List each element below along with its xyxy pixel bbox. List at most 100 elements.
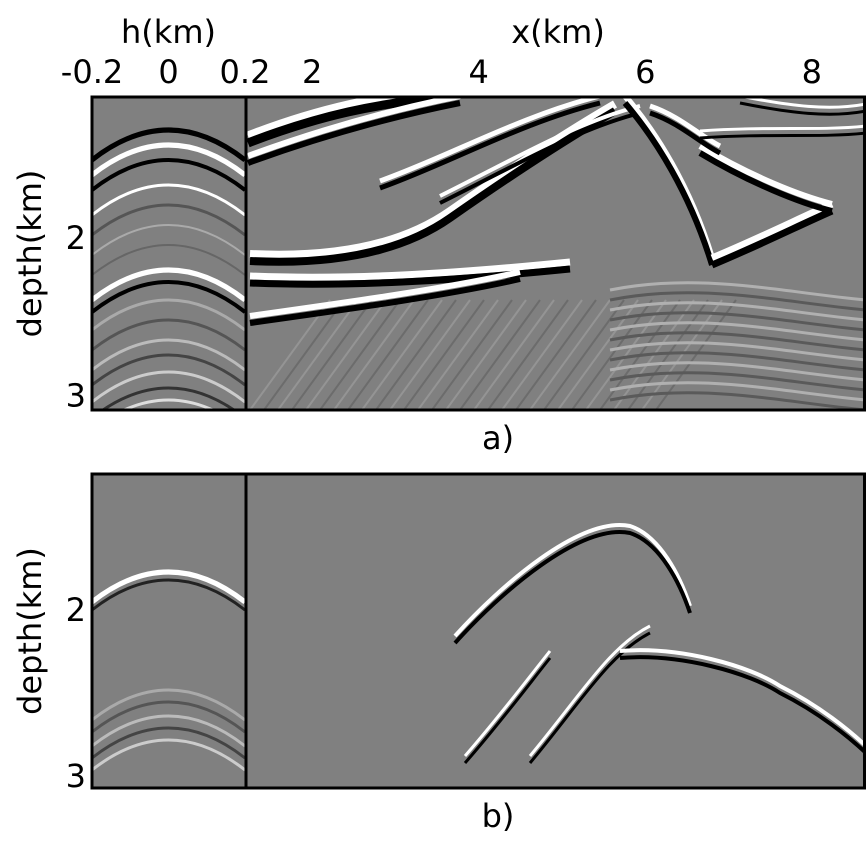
h-tick-label: 0: [158, 53, 178, 91]
reflector: [463, 657, 552, 764]
panel-image: [92, 474, 864, 788]
y-axis-label: depth(km): [11, 547, 49, 715]
dipping-noise: [389, 299, 471, 410]
dipping-noise: [431, 299, 513, 410]
reflector: [619, 655, 864, 754]
dipping-noise: [263, 299, 345, 410]
panel-caption: a): [482, 419, 514, 457]
dipping-noise: [319, 299, 401, 410]
reflector: [453, 523, 692, 638]
dipping-noise: [417, 299, 499, 410]
reflector: [249, 276, 521, 326]
reflector: [699, 124, 864, 133]
reflector: [439, 104, 641, 198]
reflector: [246, 97, 441, 148]
gather-event: [92, 267, 247, 302]
layer: [609, 281, 864, 302]
reflector: [619, 648, 864, 747]
dipping-noise: [375, 299, 457, 410]
panel-caption: b): [482, 797, 515, 835]
reflector: [649, 110, 722, 156]
dipping-noise: [445, 299, 527, 410]
x-axis-label: x(km): [511, 13, 605, 51]
h-axis-label: h(km): [121, 13, 216, 51]
dipping-noise: [305, 299, 387, 410]
reflector: [739, 101, 864, 116]
x-tick-label: 4: [469, 53, 489, 91]
gather-event: [92, 578, 246, 612]
gather-event: [92, 688, 246, 722]
x-tick-label: 2: [302, 53, 322, 91]
dipping-noise: [361, 299, 443, 410]
layer: [609, 291, 864, 312]
gather-event: [100, 386, 237, 410]
reflector: [379, 100, 601, 191]
gather-event: [92, 203, 246, 237]
dipping-noise: [403, 299, 485, 410]
layer: [609, 351, 864, 372]
gather-event: [92, 224, 246, 256]
reflector: [698, 150, 833, 214]
gather-event: [92, 700, 246, 734]
gather-event: [92, 183, 246, 217]
dipping-noise: [291, 299, 373, 410]
panel-image: [92, 97, 864, 410]
gather-event: [92, 569, 247, 604]
reflector: [249, 258, 571, 281]
reflector: [249, 265, 571, 288]
gather-event: [92, 280, 247, 314]
reflector: [528, 631, 651, 764]
layer: [609, 301, 864, 322]
reflector: [246, 97, 425, 141]
dipping-noise: [515, 299, 597, 410]
reflector: [439, 111, 641, 205]
y-tick-label: 3: [66, 376, 86, 414]
reflector: [246, 100, 461, 166]
dipping-noise: [627, 299, 709, 410]
reflector: [622, 101, 715, 266]
x-tick-label: 6: [635, 53, 655, 91]
gather-event: [92, 738, 246, 772]
panel-frame: [90, 95, 866, 412]
gather-event: [92, 353, 246, 387]
dipping-noise: [501, 299, 583, 410]
reflector: [379, 97, 601, 184]
reflector: [528, 624, 651, 757]
dipping-noise: [585, 299, 667, 410]
dipping-noise: [249, 299, 331, 410]
gather-event: [92, 714, 246, 748]
gather-event: [92, 318, 246, 352]
dipping-noise: [529, 299, 611, 410]
dipping-noise: [333, 299, 415, 410]
h-tick-label: 0.2: [220, 53, 271, 91]
gather-event: [92, 244, 246, 276]
dipping-noise: [487, 299, 569, 410]
gather-event: [92, 142, 247, 177]
reflector: [249, 269, 521, 319]
dipping-noise: [571, 299, 653, 410]
gather-event: [92, 370, 246, 404]
reflector: [699, 131, 864, 140]
layer: [609, 381, 864, 402]
x-tick-label: 8: [802, 53, 822, 91]
layer: [609, 331, 864, 352]
dipping-noise: [459, 299, 541, 410]
y-tick-label: 2: [66, 591, 86, 629]
gather-event: [92, 158, 247, 192]
reflector: [246, 97, 461, 159]
gather-event: [92, 726, 246, 760]
reflector: [739, 97, 864, 109]
gather-event: [92, 298, 246, 332]
reflector: [649, 103, 722, 149]
h-tick-label: -0.2: [61, 53, 123, 91]
layer: [609, 311, 864, 332]
reflector: [453, 530, 692, 645]
dipping-noise: [473, 299, 555, 410]
layer: [609, 371, 864, 392]
gather-event: [121, 398, 216, 410]
y-tick-label: 3: [66, 757, 86, 795]
dipping-noise: [543, 299, 625, 410]
reflector: [698, 143, 833, 207]
layer: [609, 341, 864, 362]
